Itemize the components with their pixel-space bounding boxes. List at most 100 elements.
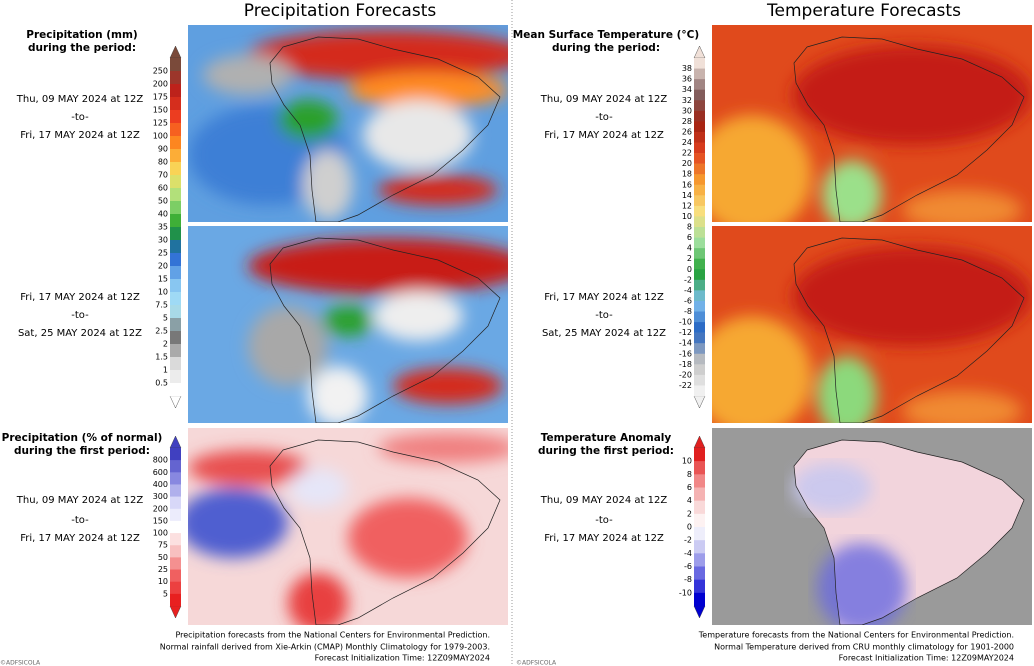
amount-colorbar-label: 12 bbox=[682, 201, 692, 210]
amount-colorbar-swatch bbox=[694, 227, 705, 238]
amount-colorbar-swatch bbox=[170, 123, 181, 137]
amount-colorbar-swatch bbox=[170, 253, 181, 267]
amount-colorbar-swatch bbox=[170, 201, 181, 215]
credit: ©ADFSICOLA bbox=[0, 660, 41, 666]
amount-colorbar-swatch bbox=[694, 322, 705, 333]
amount-colorbar-label: 20 bbox=[682, 159, 692, 168]
amount-colorbar-swatch bbox=[170, 331, 181, 345]
amount-colorbar-label: 15 bbox=[158, 275, 168, 284]
amount-label: during the period: bbox=[28, 42, 136, 54]
amount-label: Precipitation (mm) bbox=[26, 29, 137, 41]
colorbar-arrow bbox=[169, 435, 182, 449]
percent-label: during the first period: bbox=[538, 445, 674, 457]
amount-colorbar-label: 10 bbox=[682, 212, 692, 221]
amount-colorbar-label: 22 bbox=[682, 149, 692, 158]
period-separator: -to- bbox=[71, 112, 89, 123]
colorbar-arrow bbox=[693, 395, 706, 409]
amount-label: Mean Surface Temperature (°C) bbox=[513, 29, 699, 41]
precip-map-2 bbox=[188, 226, 508, 423]
amount-colorbar-label: 80 bbox=[158, 158, 168, 167]
amount-colorbar-label: 0 bbox=[687, 265, 692, 274]
amount-colorbar-swatch bbox=[170, 357, 181, 371]
amount-colorbar-label: 20 bbox=[158, 262, 168, 271]
period-from: Fri, 17 MAY 2024 at 12Z bbox=[20, 292, 140, 303]
amount-colorbar-label: 60 bbox=[158, 184, 168, 193]
amount-colorbar-swatch bbox=[694, 68, 705, 80]
percent-colorbar-label: 50 bbox=[158, 553, 168, 562]
amount-colorbar-swatch bbox=[694, 332, 705, 344]
amount-colorbar-label: 150 bbox=[153, 106, 168, 115]
amount-colorbar-label: 24 bbox=[682, 138, 692, 147]
amount-colorbar-label: 100 bbox=[153, 132, 168, 141]
colorbar-arrow bbox=[693, 605, 706, 619]
period-until: Fri, 17 MAY 2024 at 12Z bbox=[544, 130, 664, 141]
period-from: Thu, 09 MAY 2024 at 12Z bbox=[540, 94, 668, 105]
amount-colorbar-swatch bbox=[170, 305, 181, 319]
amount-colorbar-label: 175 bbox=[153, 93, 168, 102]
percent-colorbar-swatch bbox=[170, 460, 181, 473]
amount-colorbar-swatch bbox=[694, 353, 705, 365]
amount-label: during the period: bbox=[552, 42, 660, 54]
amount-colorbar-swatch bbox=[694, 195, 705, 207]
percent-colorbar-swatch bbox=[170, 533, 181, 546]
amount-colorbar-label: 8 bbox=[687, 223, 692, 232]
amount-colorbar-label: 16 bbox=[682, 180, 692, 189]
amount-colorbar-swatch bbox=[694, 121, 705, 133]
period-from: Fri, 17 MAY 2024 at 12Z bbox=[544, 292, 664, 303]
percent-colorbar-label: 2 bbox=[687, 509, 692, 518]
amount-colorbar-swatch bbox=[694, 110, 705, 122]
amount-colorbar-swatch bbox=[170, 58, 181, 72]
percent-colorbar-swatch bbox=[170, 581, 181, 595]
amount-colorbar-label: 30 bbox=[682, 106, 692, 115]
amount-colorbar-label: 35 bbox=[158, 223, 168, 232]
percent-colorbar-label: 200 bbox=[153, 504, 168, 513]
amount-colorbar-label: -16 bbox=[679, 349, 692, 358]
percent-colorbar-label: -8 bbox=[684, 575, 692, 584]
amount-colorbar-label: 7.5 bbox=[155, 301, 168, 310]
amount-colorbar-label: 1 bbox=[163, 366, 168, 375]
amount-colorbar-swatch bbox=[694, 385, 705, 397]
amount-colorbar-swatch bbox=[694, 364, 705, 376]
amount-colorbar-label: 1.5 bbox=[155, 353, 168, 362]
amount-colorbar-swatch bbox=[694, 131, 705, 143]
period-until: Sat, 25 MAY 2024 at 12Z bbox=[18, 328, 142, 339]
amount-colorbar-label: 70 bbox=[158, 171, 168, 180]
amount-colorbar-swatch bbox=[170, 370, 181, 384]
percent-colorbar-swatch bbox=[694, 579, 705, 594]
amount-colorbar-swatch bbox=[170, 292, 181, 306]
percent-colorbar-swatch bbox=[694, 592, 705, 607]
footer-line: Temperature forecasts from the National … bbox=[698, 631, 1014, 640]
percent-label: Temperature Anomaly bbox=[541, 432, 672, 444]
percent-colorbar-label: 4 bbox=[687, 496, 692, 505]
percent-colorbar-label: 800 bbox=[153, 456, 168, 465]
percent-colorbar-label: 10 bbox=[682, 457, 692, 466]
amount-colorbar-swatch bbox=[170, 71, 181, 85]
amount-colorbar-swatch bbox=[170, 214, 181, 228]
period-until: Fri, 17 MAY 2024 at 12Z bbox=[20, 130, 140, 141]
amount-colorbar-label: 2 bbox=[687, 254, 692, 263]
amount-colorbar-swatch bbox=[694, 58, 705, 69]
footer-line: Forecast Initialization Time: 12Z09MAY20… bbox=[839, 654, 1014, 663]
temp-map-1 bbox=[712, 25, 1032, 222]
amount-colorbar-swatch bbox=[694, 100, 705, 112]
percent-colorbar-label: 100 bbox=[153, 529, 168, 538]
amount-colorbar-label: 18 bbox=[682, 170, 692, 179]
amount-colorbar-swatch bbox=[170, 227, 181, 241]
amount-colorbar-swatch bbox=[170, 175, 181, 189]
colorbar-arrow bbox=[693, 435, 706, 449]
amount-colorbar-label: 14 bbox=[682, 191, 692, 200]
percent-colorbar-label: -10 bbox=[679, 588, 692, 597]
amount-colorbar-label: 250 bbox=[153, 67, 168, 76]
amount-colorbar-swatch bbox=[694, 89, 705, 101]
amount-colorbar-swatch bbox=[170, 97, 181, 111]
amount-colorbar-swatch bbox=[694, 205, 705, 217]
percent-colorbar-swatch bbox=[170, 520, 181, 534]
amount-colorbar-label: -12 bbox=[679, 328, 692, 337]
amount-colorbar-label: -10 bbox=[679, 318, 692, 327]
amount-colorbar-swatch bbox=[170, 110, 181, 124]
period-from: Thu, 09 MAY 2024 at 12Z bbox=[16, 495, 144, 506]
percent-colorbar-label: 600 bbox=[153, 468, 168, 477]
amount-colorbar-label: 125 bbox=[153, 119, 168, 128]
amount-colorbar-label: 0.5 bbox=[155, 379, 168, 388]
amount-colorbar-swatch bbox=[694, 269, 705, 281]
